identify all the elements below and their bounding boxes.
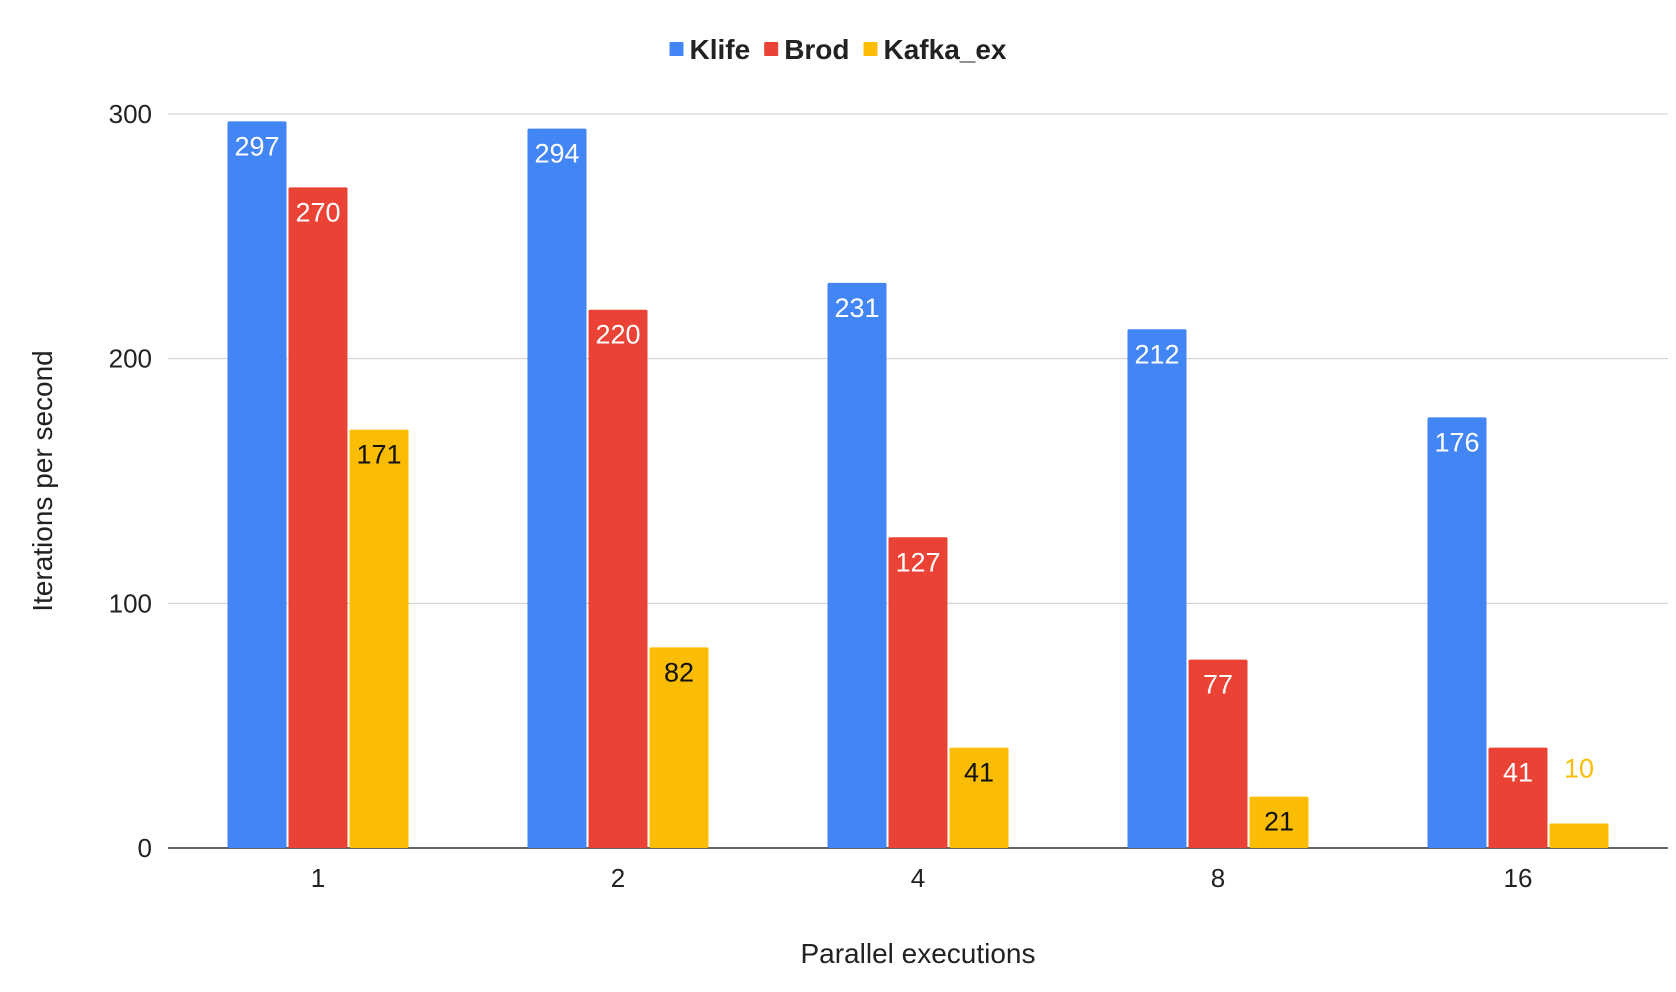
legend-item-klife: Klife <box>669 34 751 65</box>
y-tick-label: 200 <box>109 344 152 374</box>
legend-swatch <box>764 42 779 56</box>
y-axis-ticks: 0 100 200 300 <box>109 99 152 863</box>
data-label: 127 <box>895 547 940 577</box>
data-label: 212 <box>1134 339 1179 369</box>
bar-brod <box>888 537 948 848</box>
legend: Klife Brod Kafka_ex <box>669 34 1007 65</box>
data-labels-group: 297 270 171 294 220 82 231 127 41 212 77 21 176 41 10 <box>234 131 1594 836</box>
data-label: 297 <box>234 131 279 161</box>
data-label: 171 <box>356 440 401 470</box>
x-tick-label: 4 <box>911 863 925 893</box>
y-axis-title: Iterations per second <box>27 350 58 612</box>
bar-kafka_ex <box>1249 796 1309 848</box>
legend-label: Brod <box>784 34 849 65</box>
legend-label: Kafka_ex <box>884 34 1007 65</box>
data-label: 294 <box>534 139 579 169</box>
y-tick-label: 300 <box>109 99 152 129</box>
data-label: 21 <box>1264 807 1294 837</box>
bar-kafka_ex <box>649 647 709 848</box>
bar-klife <box>227 121 287 849</box>
data-label: 176 <box>1434 427 1479 457</box>
y-tick-label: 100 <box>109 588 152 618</box>
bar-brod <box>1488 747 1548 848</box>
data-label: 10 <box>1564 754 1594 784</box>
x-tick-label: 16 <box>1504 863 1533 893</box>
legend-swatch <box>863 42 878 56</box>
bar-klife <box>1127 329 1187 849</box>
legend-label: Klife <box>690 34 751 65</box>
data-label: 270 <box>295 197 340 227</box>
data-label: 77 <box>1203 670 1233 700</box>
legend-swatch <box>669 42 684 56</box>
legend-item-kafka_ex: Kafka_ex <box>863 34 1007 65</box>
bar-brod <box>588 309 648 848</box>
bar-brod <box>1188 659 1248 848</box>
data-label: 220 <box>595 320 640 350</box>
bars-group <box>227 121 1609 849</box>
data-label: 82 <box>664 657 694 687</box>
data-label: 231 <box>834 293 879 323</box>
bar-kafka_ex <box>949 747 1009 848</box>
x-tick-label: 8 <box>1211 863 1225 893</box>
legend-item-brod: Brod <box>764 34 850 65</box>
bar-klife <box>827 282 887 848</box>
y-tick-label: 0 <box>138 833 152 863</box>
x-axis-title: Parallel executions <box>800 938 1035 969</box>
bar-kafka_ex <box>349 429 409 848</box>
data-label: 41 <box>964 758 994 788</box>
x-tick-label: 1 <box>311 863 325 893</box>
bar-klife <box>1427 417 1487 848</box>
bar-klife <box>527 128 587 848</box>
bar-brod <box>288 187 348 848</box>
data-label: 41 <box>1503 758 1533 788</box>
x-axis-ticks: 1 2 4 8 16 <box>311 863 1533 893</box>
bar-kafka_ex <box>1549 823 1609 848</box>
x-tick-label: 2 <box>611 863 625 893</box>
